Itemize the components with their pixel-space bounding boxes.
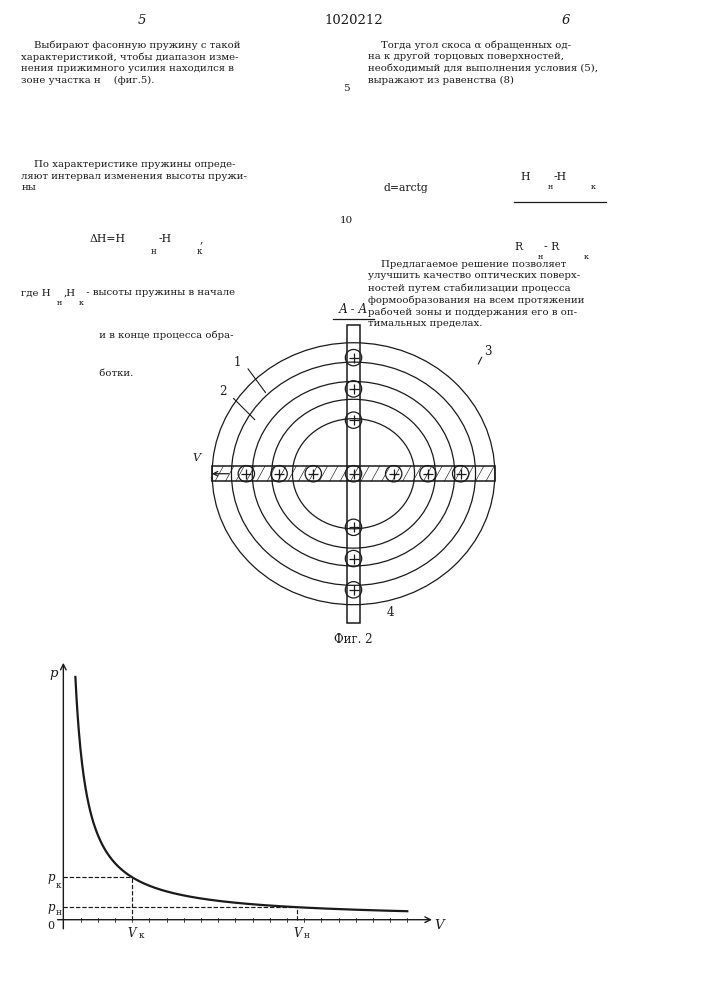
Text: р: р [47,871,54,884]
Text: ,: , [200,234,204,244]
Text: где Н: где Н [21,288,51,297]
Text: 5: 5 [343,84,350,93]
Text: ботки.: ботки. [83,369,134,378]
Text: По характеристике пружины опреде-
ляют интервал изменения высоты пружи-
ны: По характеристике пружины опреде- ляют и… [21,160,247,192]
Text: V: V [128,927,136,940]
Text: ₁: ₁ [209,474,213,483]
Text: н: н [304,931,310,940]
Text: н: н [56,908,62,917]
Text: Предлагаемое решение позволяет
улучшить качество оптических поверх-
ностей путем: Предлагаемое решение позволяет улучшить … [368,260,584,328]
Text: ,Н: ,Н [63,288,76,297]
Text: к: к [590,183,595,191]
Text: н: н [538,253,543,261]
Bar [212,466,495,481]
Text: R: R [514,242,522,252]
Text: d=arctg: d=arctg [384,183,428,193]
Text: к: к [78,299,83,307]
Text: 2: 2 [219,385,226,398]
Text: 0: 0 [47,921,54,931]
Text: к: к [56,881,62,890]
Text: V: V [192,453,200,463]
Text: 4: 4 [386,606,394,619]
Text: р: р [47,901,54,914]
Text: V: V [435,919,445,932]
Text: - высоты пружины в начале: - высоты пружины в начале [83,288,235,297]
Text: н: н [151,247,156,256]
Text: н: н [57,299,62,307]
Bar [347,325,360,623]
Text: - R: - R [544,242,559,252]
Text: -Н: -Н [554,172,567,182]
Text: 5: 5 [137,13,146,26]
Text: и в конце процесса обра-: и в конце процесса обра- [83,330,234,340]
Text: р: р [49,667,58,680]
Text: Выбирают фасонную пружину с такой
характеристикой, чтобы диапазон изме-
нения пр: Выбирают фасонную пружину с такой характ… [21,40,240,85]
Text: Фиг. 2: Фиг. 2 [334,633,373,646]
Text: ΔН=Н: ΔН=Н [90,234,126,244]
Text: V: V [293,927,301,940]
Text: 1: 1 [234,356,241,369]
Text: к: к [584,253,589,261]
Text: к: к [139,931,144,940]
Text: 1020212: 1020212 [325,13,382,26]
Text: 10: 10 [340,216,353,225]
Text: 3: 3 [484,345,492,358]
Text: к: к [197,247,202,256]
Text: А - А: А - А [339,303,368,316]
Text: -Н: -Н [158,234,171,244]
Text: Н: Н [520,172,530,182]
Text: Тогда угол скоса α обращенных од-
на к другой торцовых поверхностей,
необходимый: Тогда угол скоса α обращенных од- на к д… [368,40,597,85]
Text: н: н [547,183,553,191]
Text: 6: 6 [561,13,570,26]
